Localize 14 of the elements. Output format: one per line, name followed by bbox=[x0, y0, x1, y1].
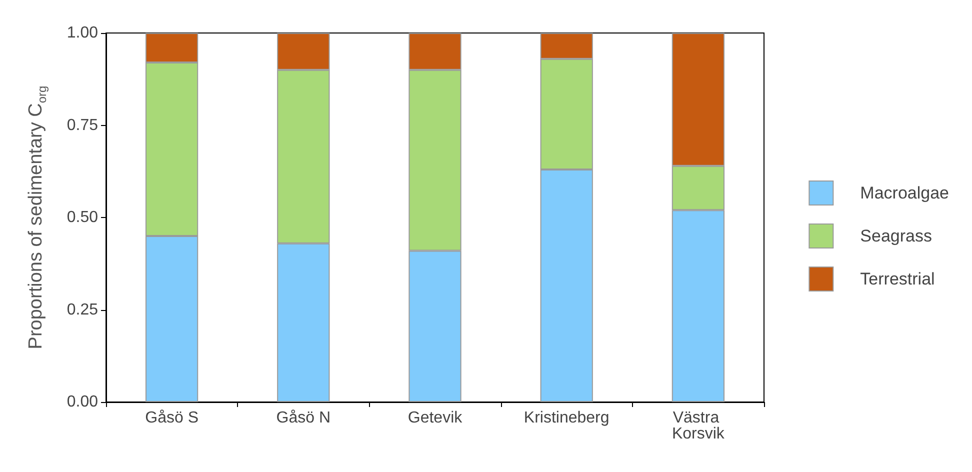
legend-label: Macroalgae bbox=[860, 184, 949, 202]
x-tick-label: Gåsö S bbox=[145, 410, 198, 426]
y-axis-title: Proportions of sedimentary Corg bbox=[26, 86, 49, 350]
x-tick-label: Västra Korsvik bbox=[672, 410, 726, 442]
y-tick-label: 0.75 bbox=[66, 116, 98, 134]
x-tick-label: Gåsö N bbox=[276, 410, 331, 426]
y-tick-label: 0.25 bbox=[66, 301, 98, 318]
y-tick-label: 0.50 bbox=[66, 209, 98, 226]
y-tick-label: 0.00 bbox=[66, 394, 98, 410]
y-tick-label: 1.00 bbox=[66, 24, 98, 42]
x-tick-label: Getevik bbox=[408, 410, 464, 426]
legend-label: Seagrass bbox=[860, 226, 932, 246]
x-tick-label: Kristineberg bbox=[524, 410, 610, 426]
legend-label: Terrestrial bbox=[860, 270, 935, 288]
